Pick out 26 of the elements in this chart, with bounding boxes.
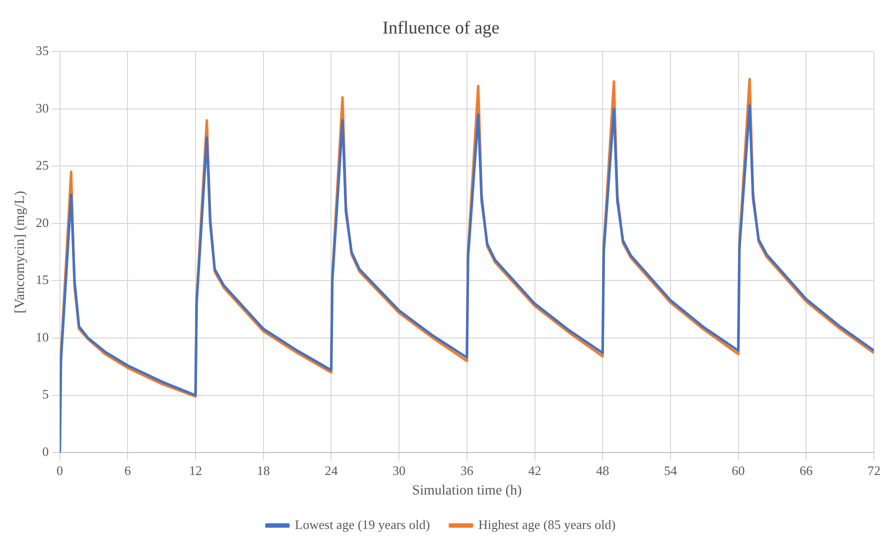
y-tick-label: 35	[36, 43, 49, 58]
chart-title: Influence of age	[382, 18, 500, 38]
x-tick-label: 30	[392, 462, 406, 478]
legend-label: Highest age (85 years old)	[478, 516, 616, 532]
x-tick-label: 72	[868, 462, 880, 478]
y-tick-label: 25	[36, 158, 49, 173]
x-tick-label: 24	[324, 462, 338, 478]
y-tick-label: 10	[36, 329, 49, 344]
x-tick-label: 48	[596, 462, 610, 478]
y-tick-label: 20	[36, 214, 49, 230]
x-tick-label: 36	[460, 462, 474, 478]
x-tick-label: 60	[732, 462, 745, 478]
y-tick-label: 15	[36, 272, 49, 288]
y-tick-label: 5	[42, 386, 49, 402]
x-tick-label: 54	[664, 462, 678, 478]
x-tick-label: 42	[528, 462, 542, 478]
x-axis-title: Simulation time (h)	[412, 483, 522, 498]
x-tick-label: 0	[56, 462, 64, 478]
y-tick-label: 0	[42, 444, 49, 460]
y-tick-label: 30	[36, 100, 49, 116]
x-tick-label: 12	[189, 462, 202, 478]
x-tick-label: 6	[124, 462, 132, 478]
x-tick-label: 18	[256, 462, 270, 478]
x-tick-label: 66	[800, 462, 814, 478]
y-axis-title: [Vancomycin] (mg/L)	[13, 190, 28, 314]
legend-label: Lowest age (19 years old)	[294, 516, 430, 532]
